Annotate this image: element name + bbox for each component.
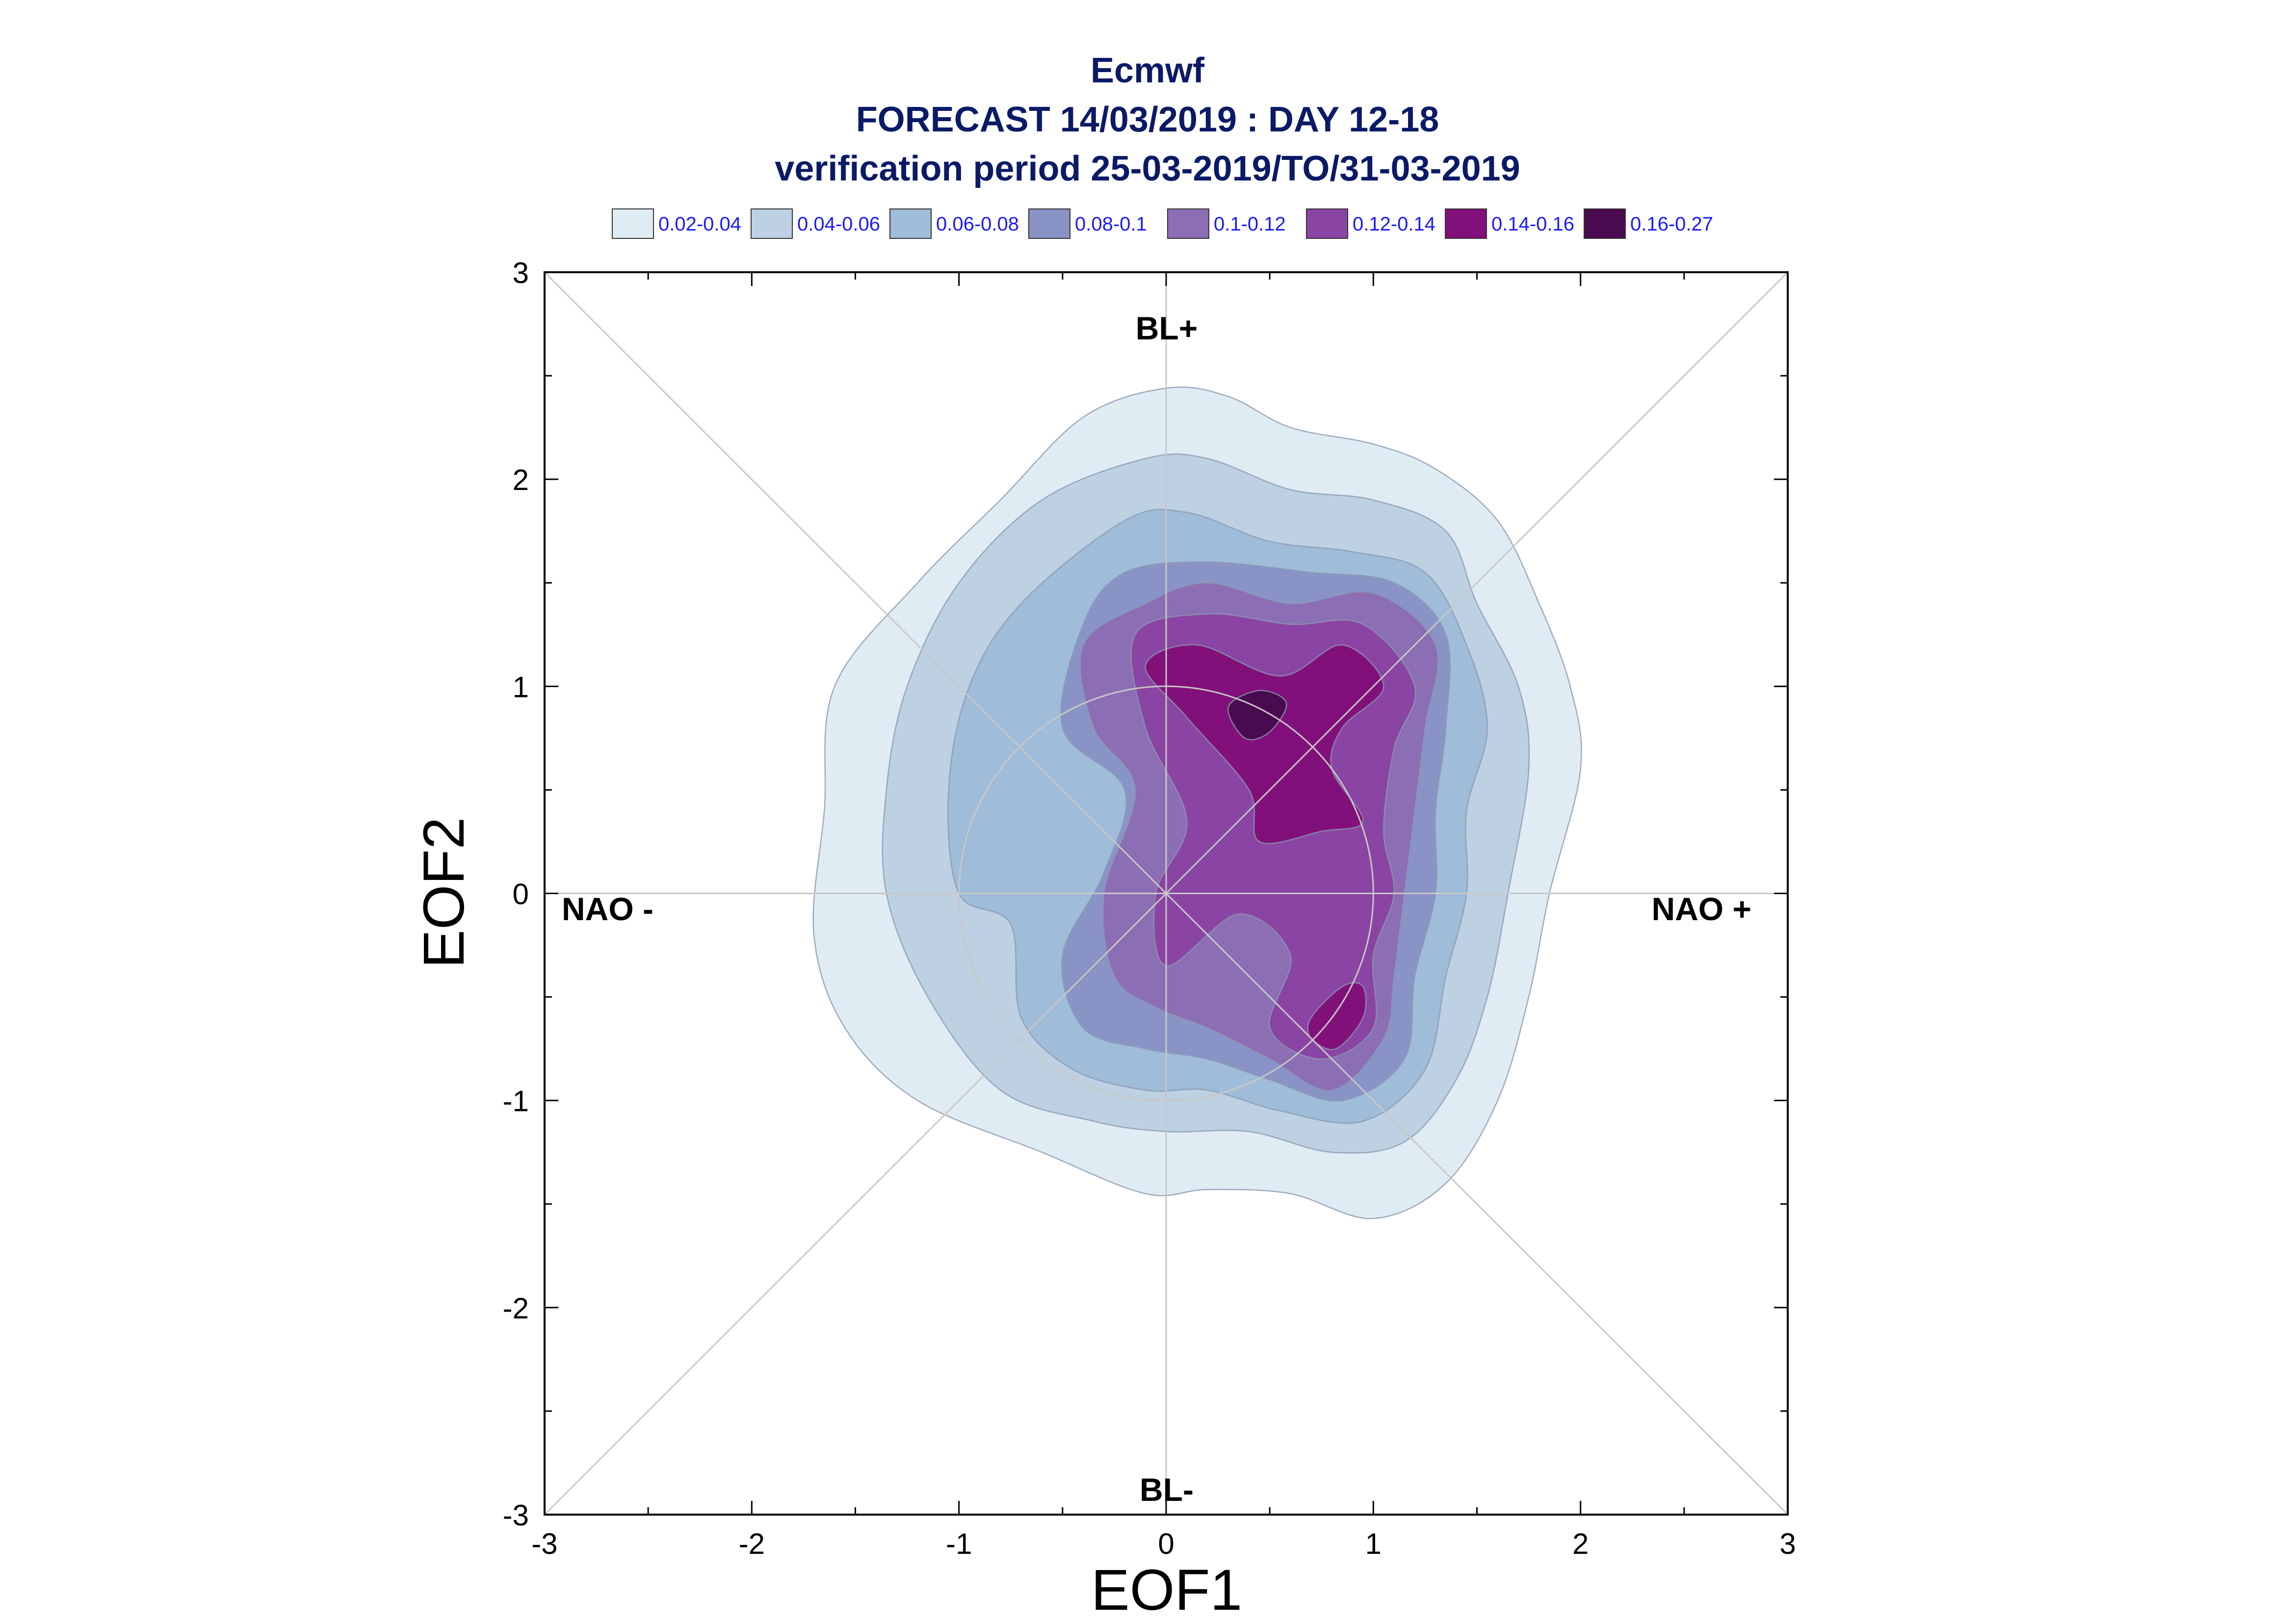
x-tick-label: -1: [946, 1527, 972, 1560]
y-tick-label: 1: [513, 670, 529, 703]
x-tick-label: -3: [531, 1527, 557, 1560]
unit-circle: [958, 685, 1374, 1102]
legend-label-7: 0.14-0.16: [1491, 213, 1574, 235]
y-tick-label: -1: [503, 1085, 529, 1118]
legend-label-6: 0.12-0.14: [1353, 213, 1435, 235]
y-tick-label: 3: [513, 257, 529, 289]
chart-subtitle: FORECAST 14/03/2019 : DAY 12-18: [856, 100, 1439, 139]
y-tick-label: 0: [513, 878, 529, 911]
legend: 0.02-0.04 0.04-0.06 0.06-0.08 0.08-0.1 0.1-0…: [612, 208, 1713, 239]
regime-label-top: BL+: [1136, 310, 1198, 346]
density-contours: [812, 386, 1582, 1219]
legend-label-8: 0.16-0.27: [1630, 213, 1713, 235]
legend-label-3: 0.06-0.08: [936, 213, 1019, 235]
x-axis-title: EOF1: [1091, 1558, 1242, 1623]
y-tick-label: 2: [513, 464, 529, 496]
regime-label-bottom: BL-: [1140, 1471, 1194, 1508]
x-tick-label: 2: [1572, 1527, 1589, 1560]
legend-swatch-5: [1167, 208, 1209, 239]
legend-label-2: 0.04-0.06: [797, 213, 880, 235]
y-axis-title: EOF2: [412, 817, 476, 968]
contour-level-8: [1227, 690, 1287, 741]
x-tick-label: 0: [1158, 1527, 1174, 1560]
x-tick-label: -2: [739, 1527, 765, 1560]
x-tick-label: 3: [1779, 1527, 1796, 1560]
y-tick-label: -3: [503, 1499, 529, 1532]
legend-swatch-6: [1306, 208, 1348, 239]
legend-swatch-2: [751, 208, 793, 239]
chart-subtitle-2: verification period 25-03-2019/TO/31-03-…: [775, 149, 1520, 188]
legend-swatch-3: [889, 208, 932, 239]
regime-label-left: NAO -: [562, 891, 653, 927]
legend-label-1: 0.02-0.04: [658, 213, 741, 235]
axes: -3 -2 -1 0 1 2 3 -3 -2 -1 0 1 2 3: [503, 257, 1796, 1560]
legend-swatch-7: [1445, 208, 1487, 239]
contour-secondary-1: [1307, 982, 1367, 1050]
y-tick-label: -2: [503, 1292, 529, 1325]
legend-label-4: 0.08-0.1: [1075, 213, 1147, 235]
x-tick-label: 1: [1365, 1527, 1382, 1560]
chart-title: Ecmwf: [1091, 51, 1205, 90]
legend-swatch-8: [1584, 208, 1626, 239]
regime-label-right: NAO +: [1651, 891, 1751, 927]
legend-label-5: 0.1-0.12: [1214, 213, 1286, 235]
legend-swatch-1: [612, 208, 654, 239]
legend-swatch-4: [1028, 208, 1070, 239]
guide-lines: [544, 271, 1789, 1516]
